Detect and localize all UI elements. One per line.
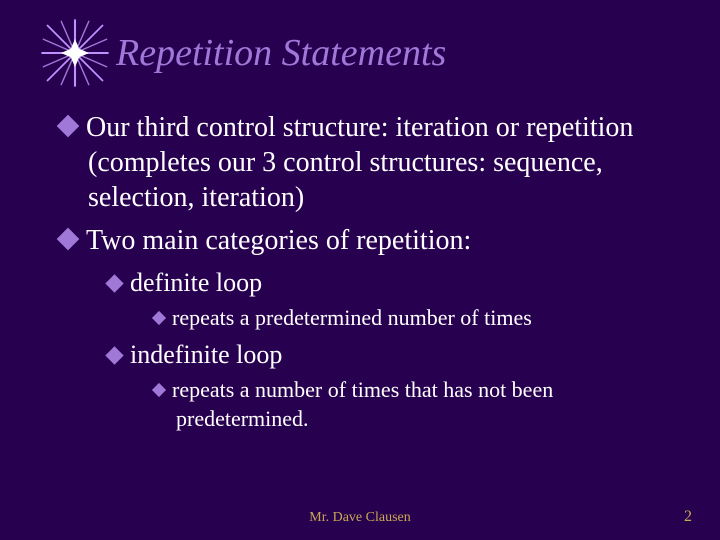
bullet-text: definite loop <box>130 268 262 297</box>
bullet-text: indefinite loop <box>130 340 282 369</box>
footer-author: Mr. Dave Clausen <box>0 510 720 526</box>
title-row: Repetition Statements <box>40 18 446 88</box>
diamond-icon <box>105 274 123 292</box>
diamond-icon <box>152 311 166 325</box>
diamond-icon <box>105 347 123 365</box>
page-number: 2 <box>684 508 692 526</box>
diamond-icon <box>57 228 80 251</box>
bullet-level2: indefinite loop <box>108 338 680 372</box>
bullet-level3: repeats a predetermined number of times <box>154 304 680 333</box>
diamond-icon <box>152 383 166 397</box>
starburst-icon <box>40 18 110 88</box>
diamond-icon <box>57 115 80 138</box>
bullet-text: Our third control structure: iteration o… <box>86 112 633 213</box>
bullet-text: repeats a number of times that has not b… <box>172 377 553 431</box>
bullet-level1: Two main categories of repetition: <box>60 223 680 258</box>
bullet-text: repeats a predetermined number of times <box>172 305 532 330</box>
bullet-level2: definite loop <box>108 266 680 300</box>
content-area: Our third control structure: iteration o… <box>60 110 680 439</box>
bullet-level1: Our third control structure: iteration o… <box>60 110 680 215</box>
slide-title: Repetition Statements <box>116 31 446 75</box>
bullet-level3: repeats a number of times that has not b… <box>154 376 680 433</box>
bullet-text: Two main categories of repetition: <box>86 225 471 256</box>
